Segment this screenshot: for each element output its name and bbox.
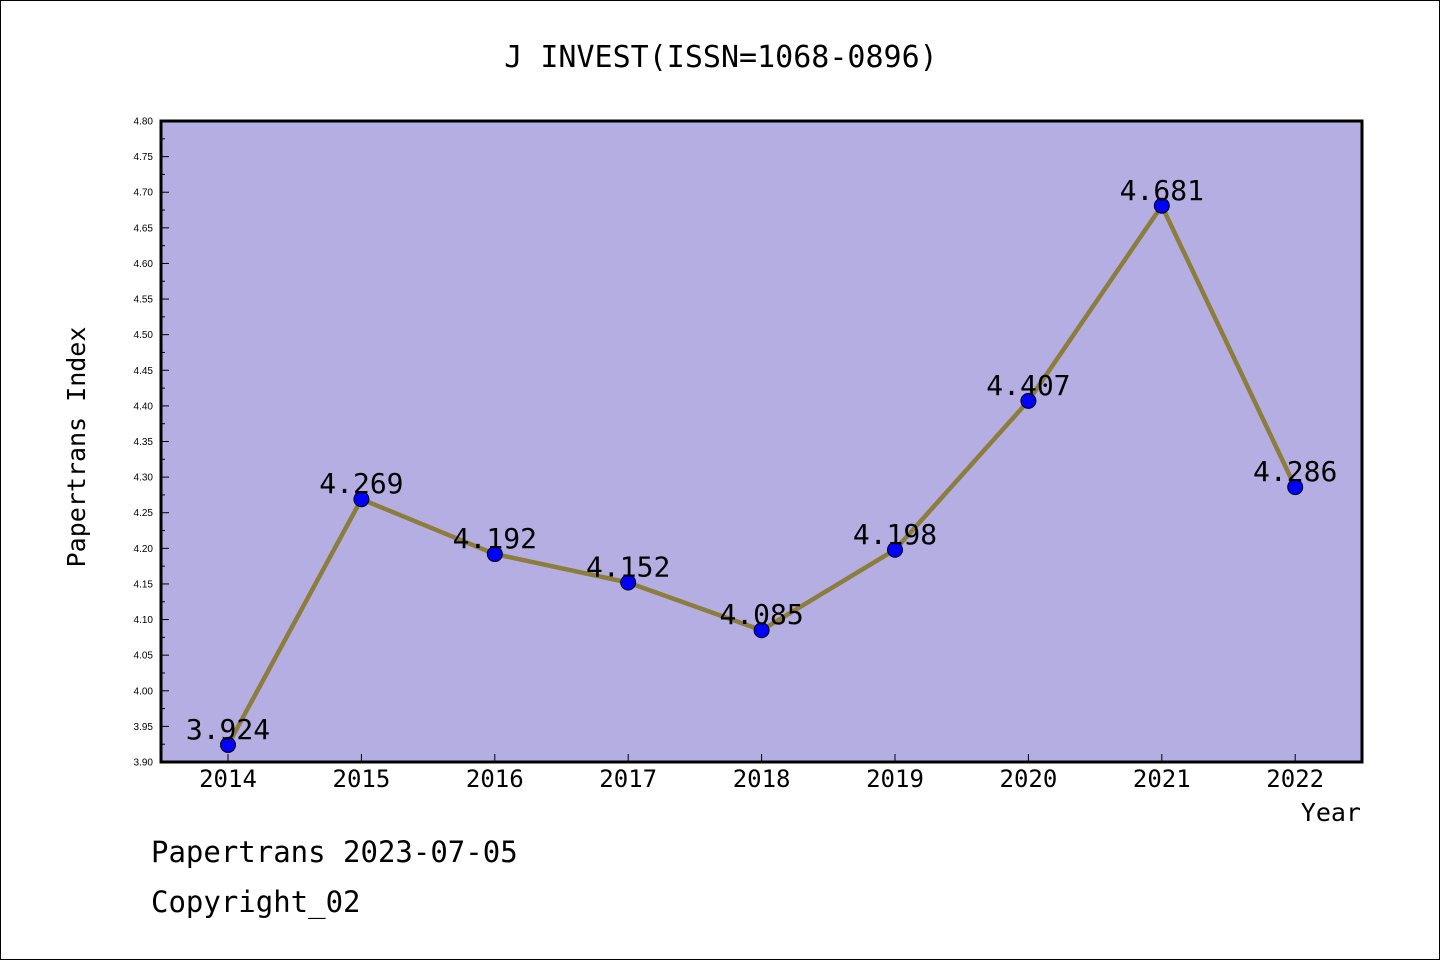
data-label: 4.198 xyxy=(853,518,937,551)
data-label: 4.269 xyxy=(319,467,403,500)
data-label: 4.192 xyxy=(453,522,537,555)
source-date-text: Papertrans 2023-07-05 xyxy=(151,835,518,869)
y-tick-label: 4.65 xyxy=(134,223,154,234)
y-tick-label: 4.45 xyxy=(134,366,154,377)
x-tick-label: 2017 xyxy=(599,765,657,793)
data-label: 4.407 xyxy=(986,369,1070,402)
data-point-marker xyxy=(620,574,637,591)
y-tick-label: 4.75 xyxy=(134,152,154,163)
y-tick-label: 4.00 xyxy=(134,686,154,697)
y-tick-label: 4.60 xyxy=(134,259,154,270)
x-axis-ticks: 2014 2015 2016 2017 2018 2019 2020 2021 2022 xyxy=(199,754,1324,793)
y-tick-label: 4.70 xyxy=(134,188,154,199)
data-label: 4.681 xyxy=(1120,174,1204,207)
x-tick-label: 2018 xyxy=(733,765,791,793)
x-tick-label: 2015 xyxy=(333,765,391,793)
data-point-marker xyxy=(1287,479,1304,496)
data-point-marker xyxy=(220,736,236,753)
y-axis-ticks: 3.90 3.95 4.00 4.05 4.10 4.15 4.20 4.25 4.30 4.35… xyxy=(134,117,169,769)
data-point-marker xyxy=(486,546,503,563)
data-label: 4.152 xyxy=(586,551,670,584)
data-point-marker xyxy=(1020,392,1037,409)
series-layer: 3.924 4.269 4.192 4.152 4.085 4.198 4.407 4.681… xyxy=(186,174,1337,753)
copyright-text: Copyright_02 xyxy=(151,885,361,919)
x-tick-label: 2019 xyxy=(866,765,924,793)
y-tick-label: 4.50 xyxy=(134,330,154,341)
data-point-marker xyxy=(353,491,370,508)
y-tick-label: 4.30 xyxy=(134,473,154,484)
plot-border xyxy=(159,119,1364,764)
y-tick-label: 3.95 xyxy=(134,722,154,733)
y-tick-label: 3.90 xyxy=(134,758,154,769)
x-tick-label: 2014 xyxy=(199,765,257,793)
y-tick-label: 4.10 xyxy=(134,615,154,626)
data-point-marker xyxy=(887,541,903,558)
x-tick-label: 2016 xyxy=(466,765,524,793)
x-axis-label: Year xyxy=(1301,798,1361,827)
y-tick-label: 4.25 xyxy=(134,508,154,519)
y-tick-label: 4.05 xyxy=(134,651,154,662)
y-tick-label: 4.15 xyxy=(134,579,154,590)
y-tick-label: 4.55 xyxy=(134,295,154,306)
y-axis-label: Papertrans Index xyxy=(62,327,91,568)
y-tick-label: 4.20 xyxy=(134,544,154,555)
chart-title: J INVEST(ISSN=1068-0896) xyxy=(504,40,937,75)
y-tick-label: 4.35 xyxy=(134,437,154,448)
data-label: 3.924 xyxy=(186,713,270,746)
data-point-marker xyxy=(753,622,770,639)
x-tick-label: 2021 xyxy=(1133,765,1191,793)
x-tick-label: 2022 xyxy=(1266,765,1324,793)
y-tick-label: 4.80 xyxy=(134,117,154,128)
data-point-marker xyxy=(1153,197,1170,214)
data-label: 4.085 xyxy=(719,598,803,631)
data-label: 4.286 xyxy=(1253,455,1337,488)
plot-area xyxy=(161,121,1362,762)
x-tick-label: 2020 xyxy=(1000,765,1058,793)
y-tick-label: 4.40 xyxy=(134,401,154,412)
